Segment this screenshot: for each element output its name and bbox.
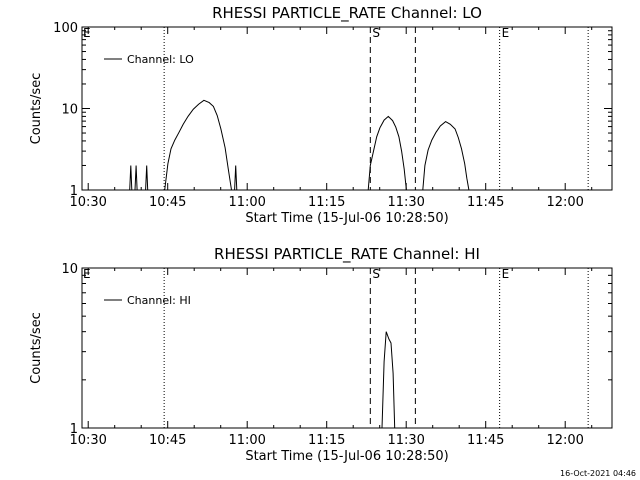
series-line bbox=[129, 99, 470, 191]
x-tick-label: 12:00 bbox=[546, 433, 583, 448]
marker-label-e: E bbox=[83, 267, 91, 281]
x-tick-label: 11:15 bbox=[308, 433, 345, 448]
marker-label-e: E bbox=[502, 26, 510, 40]
x-tick-label: 11:45 bbox=[467, 195, 504, 210]
x-tick-label: 11:45 bbox=[467, 433, 504, 448]
plot-frame bbox=[81, 267, 613, 429]
x-tick-label: 11:00 bbox=[228, 195, 265, 210]
x-tick-label: 11:15 bbox=[308, 195, 345, 210]
legend-label: Channel: LO bbox=[127, 53, 194, 66]
x-axis-label: Start Time (15-Jul-06 10:28:50) bbox=[245, 449, 448, 464]
legend-label: Channel: HI bbox=[127, 294, 191, 307]
y-tick-label: 1 bbox=[70, 184, 78, 199]
y-axis-label: Counts/sec bbox=[29, 312, 44, 384]
plot-timestamp: 16-Oct-2021 04:46 bbox=[560, 469, 636, 478]
y-tick-label: 10 bbox=[61, 103, 78, 118]
x-tick-label: 12:00 bbox=[546, 195, 583, 210]
series-line bbox=[381, 331, 396, 429]
x-axis-label: Start Time (15-Jul-06 10:28:50) bbox=[245, 211, 448, 226]
marker-label-e: E bbox=[83, 26, 91, 40]
x-tick-label: 11:30 bbox=[387, 195, 424, 210]
y-axis-label: Counts/sec bbox=[29, 73, 44, 145]
plot-frame bbox=[81, 26, 613, 191]
marker-label-s: S bbox=[372, 267, 380, 281]
y-tick-label: 100 bbox=[53, 21, 78, 36]
y-tick-label: 10 bbox=[61, 262, 78, 277]
x-tick-label: 11:30 bbox=[387, 433, 424, 448]
marker-label-e: E bbox=[502, 267, 510, 281]
x-tick-label: 10:30 bbox=[69, 195, 106, 210]
chart-title: RHESSI PARTICLE_RATE Channel: HI bbox=[214, 245, 480, 264]
y-tick-label: 1 bbox=[70, 422, 78, 437]
x-tick-label: 11:00 bbox=[228, 433, 265, 448]
x-tick-label: 10:30 bbox=[69, 433, 106, 448]
chart-title: RHESSI PARTICLE_RATE Channel: LO bbox=[212, 4, 482, 23]
x-tick-label: 10:45 bbox=[149, 195, 186, 210]
marker-label-s: S bbox=[372, 26, 380, 40]
x-tick-label: 10:45 bbox=[149, 433, 186, 448]
